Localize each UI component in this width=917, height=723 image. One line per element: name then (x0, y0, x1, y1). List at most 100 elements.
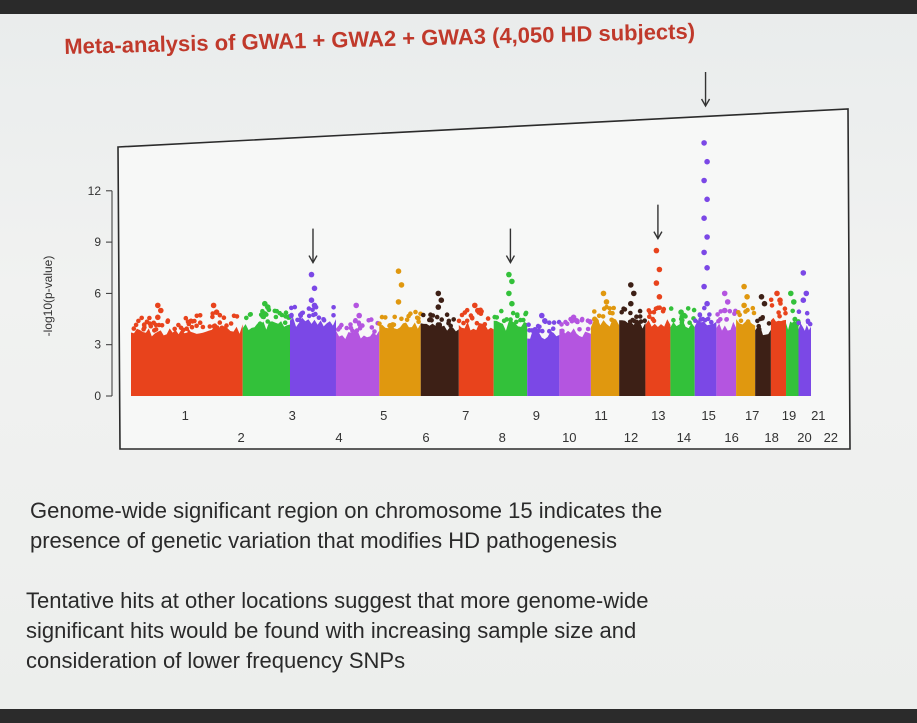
snp-point (413, 309, 418, 315)
snp-point (510, 310, 516, 316)
hit-arrow-head (653, 231, 663, 241)
snp-point (306, 306, 312, 311)
paragraph2-line1: Tentative hits at other locations sugges… (26, 588, 649, 613)
snp-point (197, 313, 203, 318)
y-tick-label: 3 (94, 338, 101, 352)
snp-point (619, 309, 624, 315)
snp-point (244, 315, 249, 321)
snp-top-hit (758, 294, 765, 300)
slide-bottom-edge (0, 709, 917, 723)
snp-point (547, 320, 552, 326)
chromosome-19-point-cloud (755, 326, 771, 396)
snp-point (518, 317, 523, 323)
snp-top-hit (724, 299, 731, 305)
snp-point (691, 307, 697, 313)
snp-top-hit (701, 249, 707, 256)
snp-point (587, 320, 593, 325)
x-tick-label-chr-2: 2 (237, 430, 244, 445)
snp-top-hit (628, 282, 634, 288)
x-tick-label-chr-21: 21 (811, 408, 825, 423)
x-tick-label-chr-16: 16 (724, 430, 738, 445)
snp-point (514, 319, 519, 325)
snp-point (392, 314, 398, 320)
snp-top-hit (656, 294, 663, 300)
snp-point (693, 318, 698, 324)
snp-top-hit (438, 297, 445, 304)
snp-point (647, 310, 653, 315)
snp-point (331, 313, 336, 318)
snp-point (248, 312, 253, 317)
snp-point (416, 319, 421, 325)
snp-top-hit (704, 158, 710, 165)
snp-top-hit (509, 300, 515, 307)
snp-point (790, 308, 795, 314)
chromosome-17-series (715, 290, 738, 396)
chromosome-9-point-cloud (493, 320, 528, 396)
chromosome-20-point-cloud (770, 317, 787, 396)
snp-point (437, 323, 443, 329)
chromosome-15-point-cloud (670, 320, 695, 396)
x-tick-label-chr-10: 10 (562, 430, 576, 445)
y-tick-label: 0 (94, 389, 101, 403)
paragraph-tentative-hits: Tentative hits at other locations sugges… (26, 586, 648, 676)
snp-point (492, 314, 498, 320)
chromosome-4-series (289, 271, 336, 396)
y-tick-label: 12 (88, 184, 102, 198)
snp-point (165, 319, 170, 325)
x-tick-label-chr-8: 8 (499, 430, 506, 445)
x-tick-label-chr-13: 13 (651, 408, 665, 423)
chromosome-5-point-cloud (335, 330, 380, 396)
snp-point (152, 328, 157, 333)
snp-point (297, 317, 303, 323)
snp-point (766, 321, 772, 326)
snp-point (768, 297, 774, 303)
chromosome-6-series (377, 268, 423, 396)
x-tick-label-chr-3: 3 (289, 408, 296, 423)
snp-top-hit (435, 290, 442, 297)
snp-point (369, 325, 375, 330)
chromosome-20-series (768, 290, 788, 396)
snp-point (352, 318, 358, 324)
snp-top-hit (265, 304, 271, 310)
snp-point (508, 317, 513, 322)
chromosome-21-series (786, 290, 801, 396)
snp-point (559, 322, 564, 327)
chromosome-22-point-cloud (798, 323, 811, 396)
snp-point (265, 319, 271, 324)
hit-arrow-head (700, 98, 711, 108)
snp-point (569, 318, 575, 324)
snp-top-hit (506, 290, 512, 297)
chromosome-22-series (796, 270, 813, 396)
chromosome-11-series (559, 314, 593, 396)
snp-point (387, 323, 393, 328)
snp-point (527, 328, 532, 333)
snp-point (750, 305, 756, 311)
snp-point (679, 320, 685, 325)
snp-top-hit (573, 318, 580, 324)
snp-point (638, 319, 644, 324)
snp-point (156, 322, 162, 328)
chromosome-2-series (185, 302, 243, 396)
snp-point (751, 310, 757, 316)
snp-point (217, 320, 223, 325)
snp-point (131, 326, 137, 331)
snp-top-hit (788, 290, 794, 297)
snp-top-hit (628, 300, 634, 307)
snp-point (718, 317, 723, 322)
snp-top-hit (791, 299, 797, 305)
chromosome-16-point-cloud (694, 320, 717, 396)
snp-point (687, 320, 692, 326)
x-tick-label-chr-18: 18 (764, 430, 778, 445)
chromosome-1-point-cloud (131, 328, 188, 396)
x-tick-label-chr-12: 12 (624, 430, 638, 445)
snp-point (499, 308, 504, 314)
snp-point (707, 312, 712, 317)
snp-point (777, 314, 782, 319)
chromosome-18-point-cloud (736, 319, 756, 396)
snp-top-hit (741, 283, 747, 290)
snp-point (628, 310, 633, 316)
snp-point (609, 317, 614, 323)
snp-top-hit (704, 234, 710, 240)
snp-point (560, 328, 565, 334)
